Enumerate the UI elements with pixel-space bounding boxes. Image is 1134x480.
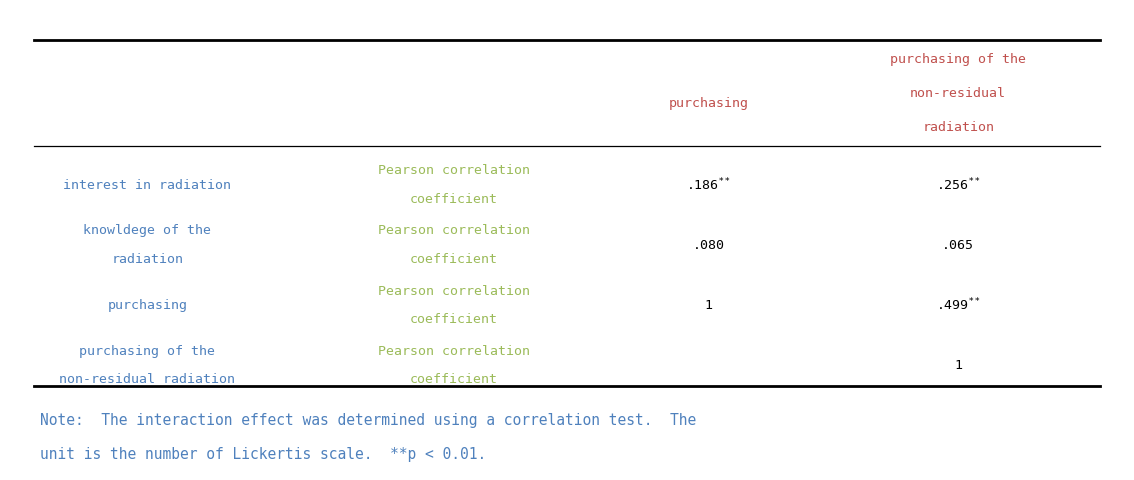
Text: unit is the number of Lickertis scale.  **p < 0.01.: unit is the number of Lickertis scale. *… (40, 446, 486, 461)
Text: non-residual: non-residual (911, 87, 1006, 100)
Text: coefficient: coefficient (409, 312, 498, 326)
Text: Pearson correlation: Pearson correlation (378, 284, 530, 297)
Text: .065: .065 (942, 238, 974, 252)
Text: purchasing of the: purchasing of the (79, 344, 215, 357)
Text: purchasing: purchasing (108, 298, 187, 312)
Text: purchasing of the: purchasing of the (890, 53, 1026, 66)
Text: Pearson correlation: Pearson correlation (378, 164, 530, 177)
Text: non-residual radiation: non-residual radiation (59, 372, 236, 386)
Text: .499$^{**}$: .499$^{**}$ (936, 297, 981, 313)
Text: .080: .080 (693, 238, 725, 252)
Text: radiation: radiation (111, 252, 184, 266)
Text: .186$^{**}$: .186$^{**}$ (686, 177, 731, 193)
Text: purchasing: purchasing (669, 96, 748, 110)
Text: 1: 1 (704, 298, 713, 312)
Text: knowldege of the: knowldege of the (84, 224, 211, 237)
Text: Pearson correlation: Pearson correlation (378, 224, 530, 237)
Text: interest in radiation: interest in radiation (64, 178, 231, 192)
Text: radiation: radiation (922, 121, 995, 134)
Text: coefficient: coefficient (409, 372, 498, 386)
Text: Note:  The interaction effect was determined using a correlation test.  The: Note: The interaction effect was determi… (40, 412, 696, 428)
Text: 1: 1 (954, 358, 963, 372)
Text: coefficient: coefficient (409, 252, 498, 266)
Text: .256$^{**}$: .256$^{**}$ (936, 177, 981, 193)
Text: Pearson correlation: Pearson correlation (378, 344, 530, 357)
Text: coefficient: coefficient (409, 192, 498, 206)
